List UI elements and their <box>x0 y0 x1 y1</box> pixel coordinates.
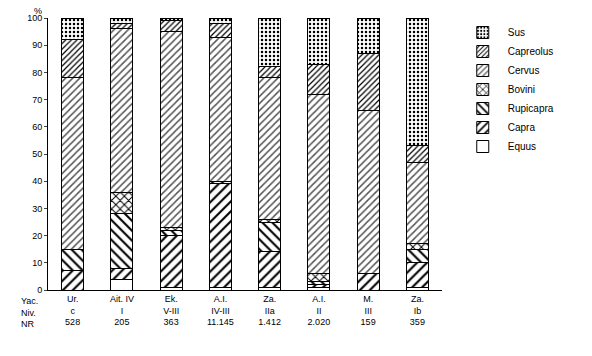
svg-text:30: 30 <box>32 204 42 214</box>
svg-text:Bovini: Bovini <box>508 84 535 95</box>
svg-text:Za.IIa1.412: Za.IIa1.412 <box>258 294 281 327</box>
svg-text:100: 100 <box>27 13 42 23</box>
svg-text:Ek.V-III363: Ek.V-III363 <box>163 294 179 327</box>
svg-text:%: % <box>34 6 42 16</box>
svg-text:90: 90 <box>32 40 42 50</box>
svg-text:20: 20 <box>32 231 42 241</box>
svg-text:40: 40 <box>32 176 42 186</box>
svg-text:A.I.IV-III11.145: A.I.IV-III11.145 <box>207 294 234 327</box>
svg-text:Capra: Capra <box>508 122 536 133</box>
svg-text:50: 50 <box>32 149 42 159</box>
svg-text:Ait. IVI205: Ait. IVI205 <box>110 294 134 327</box>
svg-text:0: 0 <box>37 285 42 295</box>
svg-text:M.III159: M.III159 <box>361 294 376 327</box>
svg-text:A.I.II2.020: A.I.II2.020 <box>308 294 331 327</box>
svg-text:Za.Ib359: Za.Ib359 <box>410 294 425 327</box>
svg-text:Equus: Equus <box>508 141 536 152</box>
svg-text:Yac.Niv.NR: Yac.Niv.NR <box>21 296 38 329</box>
svg-text:80: 80 <box>32 68 42 78</box>
svg-text:Ur.c528: Ur.c528 <box>65 294 80 327</box>
svg-text:Capreolus: Capreolus <box>508 46 554 57</box>
svg-text:Sus: Sus <box>508 27 525 38</box>
svg-text:Rupicapra: Rupicapra <box>508 103 554 114</box>
svg-text:Cervus: Cervus <box>508 65 540 76</box>
svg-text:60: 60 <box>32 122 42 132</box>
svg-text:10: 10 <box>32 258 42 268</box>
svg-text:70: 70 <box>32 95 42 105</box>
